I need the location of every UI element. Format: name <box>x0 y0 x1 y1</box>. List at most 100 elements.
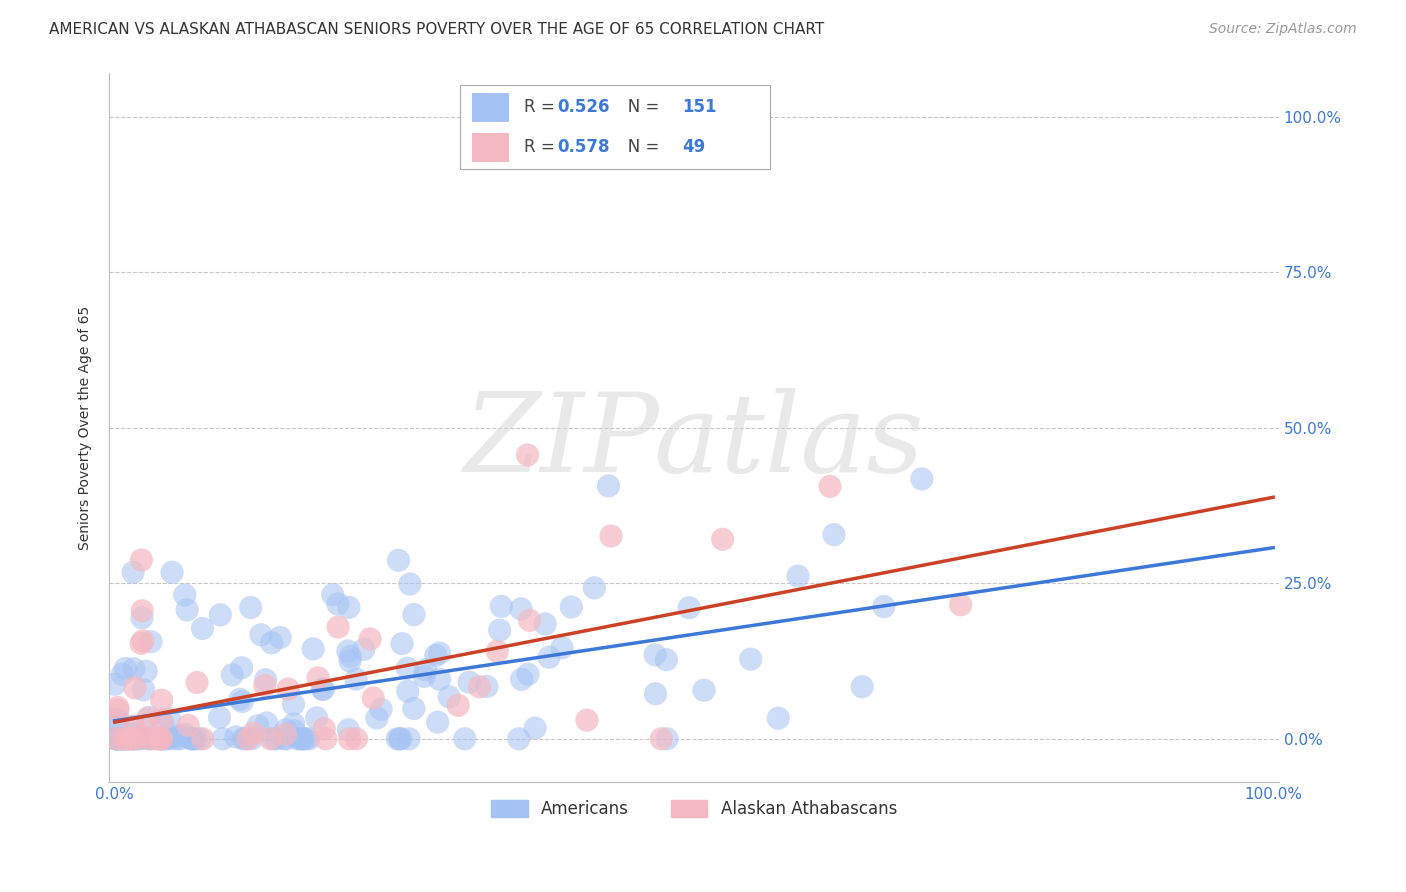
Point <box>302 641 325 656</box>
Point <box>186 675 208 690</box>
Point <box>339 649 361 664</box>
Point <box>132 634 155 648</box>
Point <box>250 628 273 642</box>
Point <box>107 713 129 727</box>
Point <box>191 731 214 746</box>
Point <box>105 731 128 746</box>
Point <box>231 661 253 675</box>
Point <box>107 703 129 717</box>
Point <box>468 680 491 694</box>
Point <box>180 731 202 746</box>
Point <box>104 677 127 691</box>
Point <box>873 599 896 614</box>
Point <box>149 731 172 746</box>
Point <box>851 680 873 694</box>
Point <box>146 731 169 746</box>
Point <box>644 687 666 701</box>
Point <box>129 731 152 746</box>
Point <box>475 680 498 694</box>
Point <box>387 553 409 567</box>
Point <box>124 681 146 695</box>
Point <box>337 723 360 737</box>
Point <box>112 731 135 746</box>
Point <box>644 648 666 662</box>
Point <box>291 731 314 746</box>
Text: N =: N = <box>612 138 665 156</box>
Point <box>118 731 141 746</box>
Point <box>122 719 145 733</box>
Text: N =: N = <box>612 98 665 116</box>
Point <box>287 731 309 746</box>
Point <box>169 731 191 746</box>
Point <box>254 673 277 687</box>
Point <box>402 701 425 715</box>
Point <box>458 675 481 690</box>
Point <box>768 711 790 725</box>
Point <box>385 731 408 746</box>
Point <box>117 731 139 746</box>
Point <box>818 479 841 493</box>
Point <box>322 588 344 602</box>
Point <box>413 669 436 683</box>
FancyBboxPatch shape <box>471 93 509 121</box>
Point <box>425 648 447 663</box>
Point <box>127 731 149 746</box>
Text: 0.578: 0.578 <box>557 138 610 156</box>
Point <box>439 690 461 704</box>
Point <box>238 731 260 746</box>
Point <box>122 566 145 580</box>
Point <box>315 731 337 746</box>
Text: 0.526: 0.526 <box>557 98 610 116</box>
Point <box>120 731 142 746</box>
Point <box>104 731 127 746</box>
Point <box>911 472 934 486</box>
Point <box>415 663 437 677</box>
Point <box>229 692 252 706</box>
Point <box>283 717 305 731</box>
Point <box>107 731 129 746</box>
Point <box>152 717 174 731</box>
Point <box>508 731 530 746</box>
Point <box>235 731 257 746</box>
Point <box>141 731 163 746</box>
Point <box>388 731 411 746</box>
Point <box>132 682 155 697</box>
Point <box>402 607 425 622</box>
Point <box>167 729 190 743</box>
Point <box>188 731 211 746</box>
Point <box>246 719 269 733</box>
Point <box>269 631 291 645</box>
Point <box>122 731 145 746</box>
Point <box>311 682 333 697</box>
Text: R =: R = <box>524 138 560 156</box>
Point <box>344 672 367 686</box>
Point <box>361 691 384 706</box>
Point <box>253 678 276 692</box>
Point <box>173 588 195 602</box>
Point <box>156 731 179 746</box>
Point <box>263 731 285 746</box>
Point <box>678 600 700 615</box>
Point <box>150 713 173 727</box>
Point <box>136 731 159 746</box>
Point <box>305 711 328 725</box>
Point <box>141 731 163 746</box>
Point <box>117 731 139 746</box>
Point <box>131 553 153 567</box>
Point <box>118 731 141 746</box>
Point <box>181 731 204 746</box>
Point <box>583 581 606 595</box>
Point <box>131 611 153 625</box>
Point <box>787 569 810 583</box>
Point <box>283 723 305 738</box>
Point <box>326 597 349 611</box>
Point <box>510 673 533 687</box>
Point <box>288 731 311 746</box>
Point <box>693 683 716 698</box>
Point <box>823 527 845 541</box>
Point <box>111 667 134 681</box>
Point <box>396 684 419 698</box>
Point <box>225 730 247 744</box>
Point <box>239 600 262 615</box>
Point <box>231 694 253 708</box>
